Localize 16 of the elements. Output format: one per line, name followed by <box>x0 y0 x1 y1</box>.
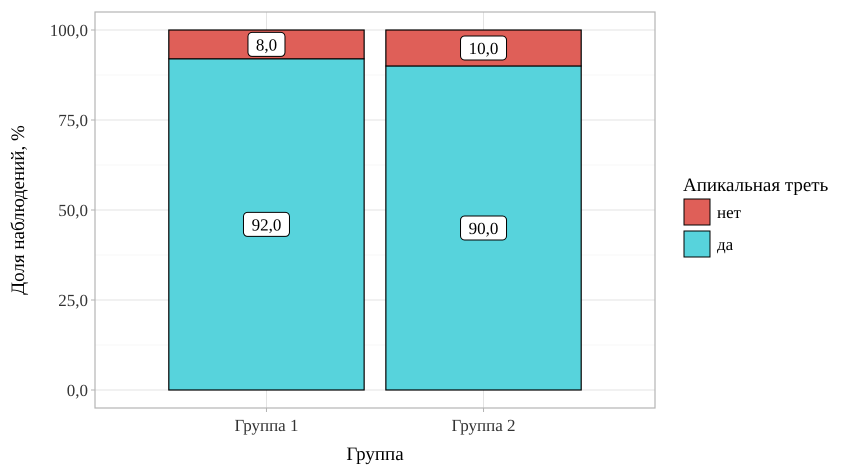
y-tick-label: 75,0 <box>58 111 88 130</box>
y-axis-title: Доля наблюдений, % <box>8 125 29 295</box>
data-label: 92,0 <box>252 215 282 234</box>
data-label: 10,0 <box>468 39 498 58</box>
x-tick-label: Группа 2 <box>452 416 516 435</box>
y-tick-label: 25,0 <box>58 291 88 310</box>
legend-title: Апикальная треть <box>683 175 829 196</box>
legend-label: нет <box>717 203 742 222</box>
data-label: 90,0 <box>468 219 498 238</box>
data-label: 8,0 <box>256 35 278 54</box>
y-tick-label: 0,0 <box>66 381 88 400</box>
legend-label: да <box>717 235 734 254</box>
x-axis-title: Группа <box>346 444 404 465</box>
y-tick-label: 50,0 <box>58 201 88 220</box>
y-tick-label: 100,0 <box>50 21 88 40</box>
x-tick-label: Группа 1 <box>234 416 298 435</box>
